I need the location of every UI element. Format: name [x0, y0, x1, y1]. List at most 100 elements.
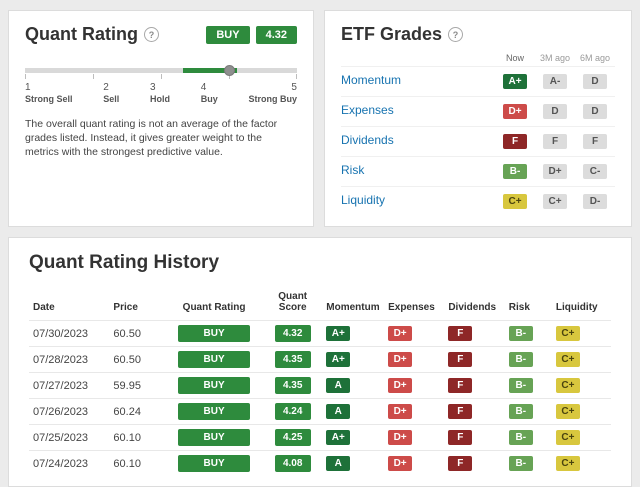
grade-badge-3m: A- [543, 74, 567, 89]
etf-grades-table: Now 3M ago 6M ago Momentum A+ A- D Expen… [341, 53, 615, 213]
liquidity-link[interactable]: Liquidity [341, 193, 386, 207]
top-row: Quant Rating ? BUY 4.32 1 Strong Sel [8, 10, 632, 227]
quant-score-badge: 4.35 [274, 351, 311, 368]
quant-score-badge: 4.24 [274, 403, 311, 420]
date-cell: 07/26/2023 [29, 398, 110, 425]
dividends-link[interactable]: Dividends [341, 133, 394, 147]
risk-link[interactable]: Risk [341, 163, 365, 177]
quant-rating-title: Quant Rating [25, 24, 138, 44]
col-header-liquidity: Liquidity [555, 302, 598, 313]
col-header-risk: Risk [508, 302, 530, 313]
expenses-grade-badge: D+ [388, 456, 413, 471]
expenses-grade-badge: D+ [388, 352, 413, 367]
scale-strong-buy: 5 Strong Buy [248, 82, 297, 104]
expenses-grade-badge: D+ [388, 378, 413, 393]
grade-badge-3m: C+ [543, 194, 567, 209]
scale-tick-3: 3 [150, 82, 156, 93]
expenses-grade-badge: D+ [388, 326, 413, 341]
col-header-6m-ago: 6M ago [579, 53, 611, 63]
slider-track [25, 68, 297, 73]
grade-badge-6m: F [583, 134, 607, 149]
price-cell: 60.24 [109, 398, 165, 425]
buy-rating-button[interactable]: BUY [178, 325, 251, 342]
buy-rating-button[interactable]: BUY [178, 455, 251, 472]
etf-grades-title: ETF Grades [341, 24, 443, 44]
quant-rating-panel: Quant Rating ? BUY 4.32 1 Strong Sel [8, 10, 314, 227]
buy-rating-button[interactable]: BUY [178, 429, 251, 446]
buy-rating-button[interactable]: BUY [206, 25, 250, 44]
date-cell: 07/30/2023 [29, 320, 110, 347]
scale-hold: 3 Hold [150, 82, 170, 104]
dividends-grade-badge: F [448, 404, 473, 419]
rating-slider [25, 63, 297, 79]
date-cell: 07/24/2023 [29, 450, 110, 476]
slider-tick [93, 74, 94, 79]
quant-rating-description: The overall quant rating is not an avera… [25, 118, 278, 159]
grade-badge-now: B- [503, 164, 527, 179]
etf-row-expenses: Expenses D+ D D [341, 96, 615, 123]
quant-rating-header: Quant Rating ? BUY 4.32 [25, 24, 297, 45]
price-cell: 59.95 [109, 372, 165, 399]
grade-badge-now: A+ [503, 74, 527, 89]
price-cell: 60.50 [109, 320, 165, 347]
liquidity-grade-badge: C+ [555, 378, 580, 393]
date-cell: 07/27/2023 [29, 372, 110, 399]
momentum-grade-badge: A+ [326, 326, 351, 341]
risk-grade-badge: B- [508, 404, 533, 419]
col-header-date: Date [33, 302, 55, 313]
risk-grade-badge: B- [508, 430, 533, 445]
risk-grade-badge: B- [508, 326, 533, 341]
grade-badge-6m: D- [583, 194, 607, 209]
col-header-now: Now [505, 53, 524, 63]
grade-badge-now: C+ [503, 194, 527, 209]
buy-rating-button[interactable]: BUY [178, 377, 251, 394]
price-cell: 60.10 [109, 450, 165, 476]
quant-score-badge: 4.35 [274, 377, 311, 394]
buy-rating-button[interactable]: BUY [178, 351, 251, 368]
scale-strong-sell: 1 Strong Sell [25, 82, 73, 104]
etf-grades-header: ETF Grades ? [341, 24, 615, 45]
scale-tick-4: 4 [200, 82, 207, 93]
date-cell: 07/28/2023 [29, 346, 110, 373]
history-row: 07/27/2023 59.95 BUY 4.35 A D+ F B- C+ [29, 372, 611, 399]
history-row: 07/28/2023 60.50 BUY 4.35 A+ D+ F B- C+ [29, 346, 611, 373]
history-header-row: Date Price Quant Rating Quant Score Mome… [29, 284, 611, 321]
liquidity-grade-badge: C+ [555, 352, 580, 367]
quant-rating-history-panel: Quant Rating History Date Price Quant Ra… [8, 237, 632, 487]
risk-grade-badge: B- [508, 378, 533, 393]
scale-label-buy: Buy [200, 94, 218, 104]
col-header-momentum: Momentum [326, 302, 380, 313]
quant-score-badge: 4.25 [274, 429, 311, 446]
slider-tick [25, 74, 26, 79]
risk-grade-badge: B- [508, 456, 533, 471]
liquidity-grade-badge: C+ [555, 456, 580, 471]
etf-grades-column-headers: Now 3M ago 6M ago [341, 53, 615, 63]
dividends-grade-badge: F [448, 456, 473, 471]
col-header-dividends: Dividends [448, 302, 497, 313]
rating-scale: 1 Strong Sell 2 Sell 3 Hold 4 Buy 5 St [25, 82, 297, 104]
buy-rating-button[interactable]: BUY [178, 403, 251, 420]
help-icon[interactable]: ? [144, 27, 159, 42]
scale-label-hold: Hold [150, 94, 170, 104]
momentum-link[interactable]: Momentum [341, 73, 402, 87]
liquidity-grade-badge: C+ [555, 404, 580, 419]
etf-row-liquidity: Liquidity C+ C+ D- [341, 186, 615, 213]
price-cell: 60.10 [109, 424, 165, 451]
col-header-quant-score: Quant Score [278, 291, 308, 313]
scale-tick-1: 1 [25, 82, 31, 93]
help-icon[interactable]: ? [448, 27, 464, 42]
slider-handle[interactable] [223, 65, 235, 76]
momentum-grade-badge: A [326, 378, 351, 393]
expenses-grade-badge: D+ [388, 404, 413, 419]
etf-row-momentum: Momentum A+ A- D [341, 66, 615, 93]
slider-fill [182, 68, 238, 73]
expenses-link[interactable]: Expenses [341, 103, 394, 117]
col-header-price: Price [113, 302, 138, 313]
dividends-grade-badge: F [448, 326, 473, 341]
grade-badge-6m: D [583, 104, 607, 119]
scale-label-strong-buy: Strong Buy [248, 94, 297, 104]
scale-tick-2: 2 [103, 82, 109, 93]
dividends-grade-badge: F [448, 352, 473, 367]
history-row: 07/26/2023 60.24 BUY 4.24 A D+ F B- C+ [29, 398, 611, 425]
